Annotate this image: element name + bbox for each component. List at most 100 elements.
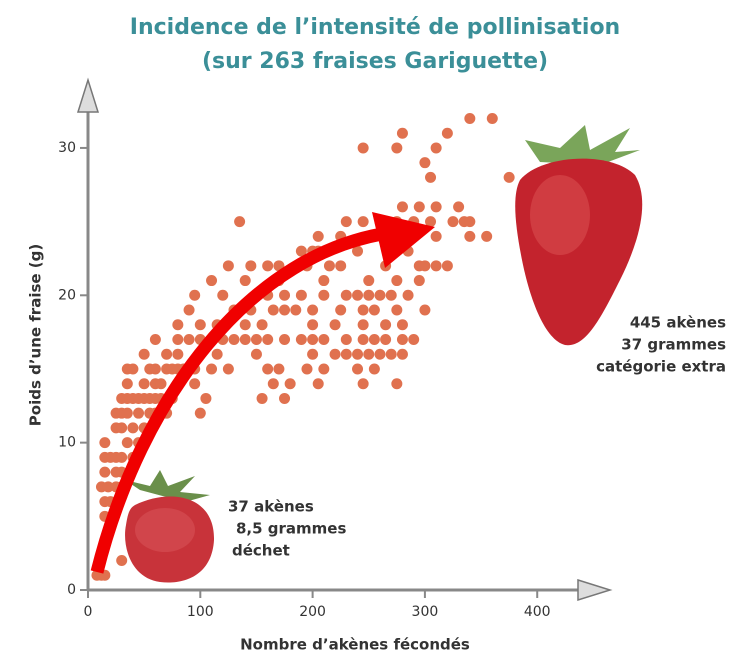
x-tick-label: 200 xyxy=(299,604,326,620)
point xyxy=(133,408,144,419)
x-axis-arrow xyxy=(578,580,610,600)
x-tick-label: 0 xyxy=(84,604,93,620)
point xyxy=(352,290,363,301)
annotation: 8,5 grammes xyxy=(236,520,346,538)
point xyxy=(391,275,402,286)
chart-subtitle: (sur 263 fraises Gariguette) xyxy=(202,49,548,74)
point xyxy=(380,319,391,330)
point xyxy=(184,305,195,316)
point xyxy=(341,349,352,360)
point xyxy=(307,334,318,345)
point xyxy=(172,319,183,330)
point xyxy=(296,334,307,345)
point xyxy=(352,349,363,360)
y-tick-label: 20 xyxy=(58,287,76,303)
point xyxy=(374,290,385,301)
point xyxy=(172,334,183,345)
point xyxy=(391,378,402,389)
point xyxy=(464,216,475,227)
point xyxy=(487,113,498,124)
point xyxy=(358,378,369,389)
point xyxy=(363,290,374,301)
point xyxy=(240,319,251,330)
point xyxy=(139,349,150,360)
point xyxy=(341,334,352,345)
point xyxy=(150,334,161,345)
point xyxy=(217,290,228,301)
point xyxy=(369,305,380,316)
point xyxy=(122,437,133,448)
point xyxy=(504,172,515,183)
point xyxy=(273,363,284,374)
point xyxy=(380,334,391,345)
point xyxy=(318,334,329,345)
point xyxy=(447,216,458,227)
point xyxy=(363,349,374,360)
point xyxy=(464,113,475,124)
point xyxy=(358,142,369,153)
chart-title: Incidence de l’intensité de pollinisatio… xyxy=(130,15,620,40)
point xyxy=(431,260,442,271)
point xyxy=(257,319,268,330)
point xyxy=(307,319,318,330)
point xyxy=(330,349,341,360)
point xyxy=(116,422,127,433)
point xyxy=(442,260,453,271)
annotation: 445 akènes xyxy=(630,314,726,332)
y-axis-label: Poids d’une fraise (g) xyxy=(27,244,45,426)
y-tick-label: 30 xyxy=(58,140,76,156)
point xyxy=(200,393,211,404)
point xyxy=(212,349,223,360)
point xyxy=(206,275,217,286)
y-axis-arrow xyxy=(78,80,98,112)
small-strawberry xyxy=(125,470,214,583)
point xyxy=(374,349,385,360)
point xyxy=(341,216,352,227)
point xyxy=(99,467,110,478)
point xyxy=(403,290,414,301)
point xyxy=(290,305,301,316)
point xyxy=(453,201,464,212)
point xyxy=(268,305,279,316)
point xyxy=(363,275,374,286)
point xyxy=(442,128,453,139)
point xyxy=(307,305,318,316)
point xyxy=(122,378,133,389)
point xyxy=(313,231,324,242)
point xyxy=(189,378,200,389)
point xyxy=(122,408,133,419)
point xyxy=(419,157,430,168)
point xyxy=(335,260,346,271)
point xyxy=(464,231,475,242)
point xyxy=(240,334,251,345)
point xyxy=(240,275,251,286)
point xyxy=(341,290,352,301)
point xyxy=(358,319,369,330)
point xyxy=(127,422,138,433)
point xyxy=(279,305,290,316)
point xyxy=(116,452,127,463)
point xyxy=(408,334,419,345)
point xyxy=(206,363,217,374)
point xyxy=(155,378,166,389)
annotation: déchet xyxy=(232,542,290,560)
y-tick-label: 10 xyxy=(58,435,76,451)
point xyxy=(285,378,296,389)
point xyxy=(139,378,150,389)
point xyxy=(262,334,273,345)
point xyxy=(419,305,430,316)
point xyxy=(195,408,206,419)
point xyxy=(257,393,268,404)
y-tick-label: 0 xyxy=(67,582,76,598)
point xyxy=(419,260,430,271)
point xyxy=(223,260,234,271)
annotation: 37 grammes xyxy=(621,336,726,354)
point xyxy=(397,201,408,212)
point xyxy=(313,378,324,389)
point xyxy=(386,290,397,301)
x-tick-label: 100 xyxy=(187,604,214,620)
point xyxy=(481,231,492,242)
point xyxy=(279,393,290,404)
point xyxy=(307,349,318,360)
